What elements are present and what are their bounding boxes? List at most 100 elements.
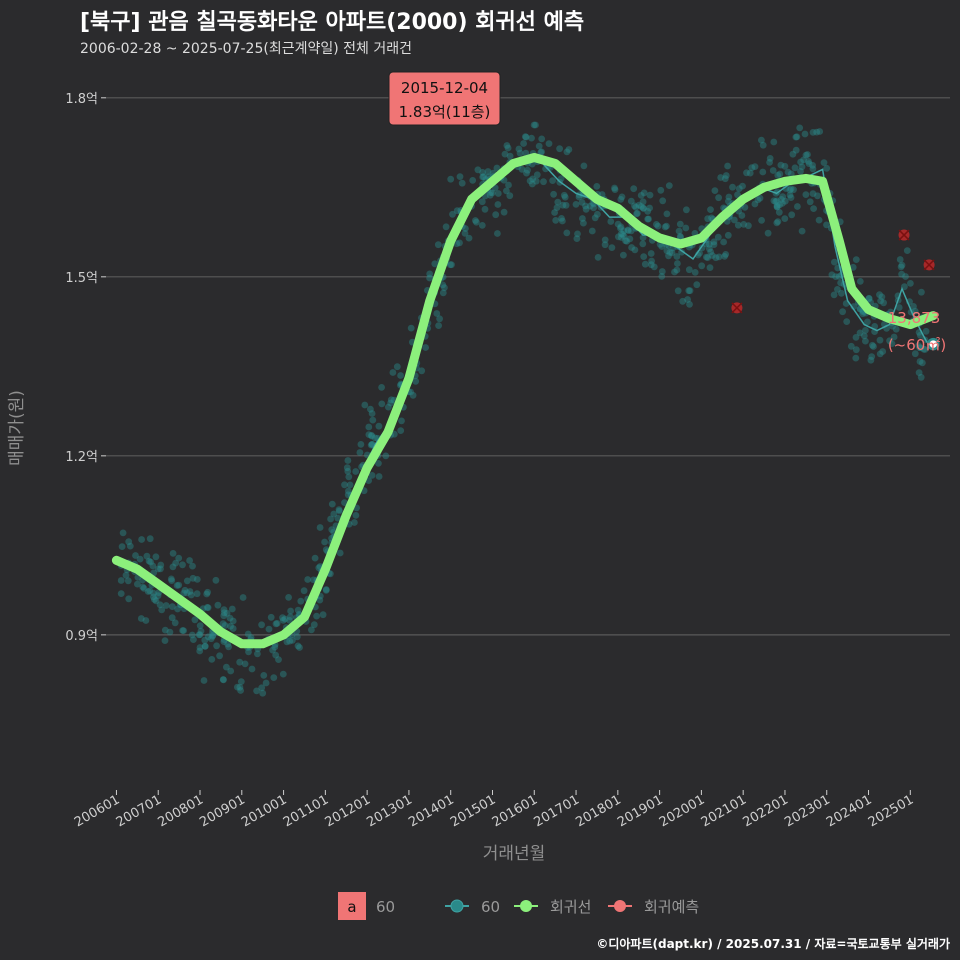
transaction-point [461,230,469,237]
transaction-point [341,481,348,489]
transaction-point [486,191,494,199]
transaction-point [735,185,743,193]
last-value-label: 13,873 [888,309,941,327]
transaction-point [897,263,905,271]
transaction-point [538,135,546,143]
prediction-cross [898,229,910,241]
transaction-point [560,191,568,199]
x-axis-ticks: 2006012007012008012009012010012011012012… [72,790,916,830]
y-tick-label: 0.9억 [65,629,98,644]
transaction-point [150,589,157,597]
transaction-point [754,196,762,204]
transaction-point [632,203,640,211]
transaction-point [588,227,596,235]
transaction-point [551,209,558,216]
transaction-point [794,203,801,210]
transaction-point [245,648,252,656]
last-transaction-point [927,337,940,351]
y-tick-label: 1.8억 [65,92,98,107]
transaction-point [313,612,320,620]
transaction-point [162,602,170,609]
transaction-point [439,289,447,297]
transaction-point [615,233,622,241]
transaction-point [297,597,305,605]
transaction-point [704,254,712,261]
transaction-point [650,263,658,271]
transaction-point [321,538,328,546]
transaction-point [611,186,619,194]
transaction-point [806,198,814,206]
transaction-point [865,295,873,303]
transaction-point [146,535,154,543]
transaction-point [838,289,845,297]
prediction-points [731,229,935,314]
transaction-point [494,201,502,208]
transaction-point [813,128,821,136]
transaction-point [663,210,671,218]
transaction-point [285,594,292,601]
transaction-point [201,636,209,644]
transaction-point [447,175,455,183]
transaction-point [641,260,649,268]
transaction-point [654,222,662,230]
transaction-point [911,307,919,315]
transaction-point [620,227,628,235]
transaction-point [138,536,146,543]
transaction-point [626,235,634,243]
transaction-point [698,262,706,270]
transaction-point [209,633,217,640]
transaction-point [618,193,626,201]
transaction-point [204,588,212,596]
transaction-point [921,346,929,353]
transaction-point [479,169,486,176]
transaction-point [345,487,352,495]
transaction-point [888,340,896,347]
transaction-point [619,230,627,238]
transaction-point [673,253,681,260]
transaction-point [224,640,232,648]
transaction-point [631,202,638,210]
transaction-point [530,121,538,129]
transaction-point [145,557,153,565]
chart-subtitle: 2006-02-28 ~ 2025-07-25(최근계약일) 전체 거래건 [80,41,412,57]
transaction-point [578,199,586,206]
transaction-point [506,152,514,160]
transaction-point [759,141,767,149]
transaction-point [193,576,201,583]
transaction-point [368,472,376,479]
transaction-point [628,244,635,251]
transaction-point [193,590,201,598]
transaction-point [336,549,344,557]
transaction-point [758,217,765,224]
transaction-point [601,241,609,249]
transaction-point [272,620,280,628]
transaction-point [877,297,884,305]
transaction-point [816,128,824,135]
transaction-point [800,156,807,164]
transaction-point [365,431,373,438]
transaction-point [361,401,369,409]
transaction-point [117,577,125,584]
transaction-point [136,555,144,563]
transaction-point [387,396,395,404]
transaction-point [147,558,155,566]
transaction-point [792,146,800,154]
transaction-point [685,287,693,295]
transaction-point [743,169,750,177]
transaction-point [533,171,541,179]
transaction-point [911,350,919,358]
transaction-point [741,203,749,211]
transaction-point [791,164,799,172]
transaction-point [864,318,871,326]
transaction-point [552,217,560,224]
prediction-cross [731,302,743,314]
transaction-point [706,245,713,253]
transaction-point [357,441,365,448]
transaction-point [407,324,415,332]
transaction-point [738,212,746,219]
transaction-point [296,644,303,651]
transaction-point [623,237,631,245]
transaction-point [686,287,694,295]
transaction-point [146,587,154,595]
transaction-point [187,591,195,599]
